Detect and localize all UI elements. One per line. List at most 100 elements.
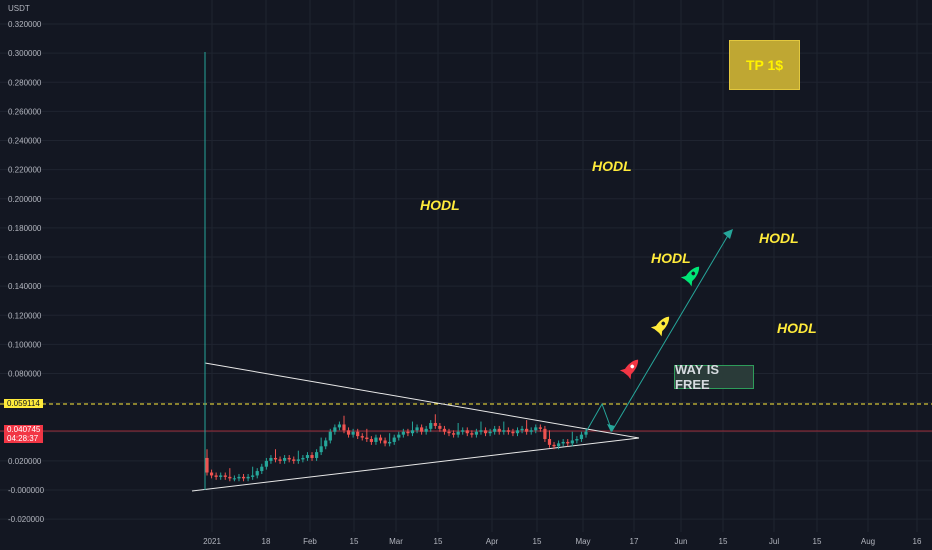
candle-body	[324, 440, 328, 447]
y-tick-label: 0.080000	[8, 370, 42, 379]
candle-body	[511, 431, 515, 434]
candle-body	[415, 427, 419, 431]
candle-body	[251, 475, 255, 477]
hodl-label-3[interactable]: HODL	[651, 250, 691, 266]
x-tick-label: May	[575, 537, 590, 546]
candle-body	[292, 459, 296, 461]
candle-body	[305, 455, 310, 458]
candle-body	[241, 476, 246, 479]
candle-body	[429, 423, 433, 429]
candle-body	[342, 424, 346, 431]
x-tick-label: 18	[262, 537, 271, 546]
y-tick-label: 0.220000	[8, 166, 42, 175]
candle-body	[461, 430, 465, 432]
x-tick-label: 15	[533, 537, 542, 546]
candle-body	[369, 439, 373, 442]
y-tick-label: 0.140000	[8, 282, 42, 291]
candle-body	[433, 423, 437, 426]
bar-countdown: 04:28:37	[7, 434, 39, 443]
candle-body	[328, 431, 332, 441]
candle-body	[520, 428, 524, 431]
y-tick-label: 0.020000	[8, 457, 42, 466]
candle-body	[346, 430, 351, 435]
x-tick-label: Aug	[861, 537, 875, 546]
candle-body	[424, 428, 428, 432]
candle-body	[552, 444, 556, 447]
hodl-label-2[interactable]: HODL	[592, 158, 632, 174]
candle-body	[360, 436, 364, 438]
projection-path	[585, 231, 731, 433]
x-tick-label: 15	[434, 537, 443, 546]
candle-body	[483, 430, 488, 434]
candle-body	[525, 428, 529, 432]
y-tick-label: 0.120000	[8, 311, 42, 320]
candle-body	[561, 441, 565, 444]
candle-body	[337, 424, 342, 428]
candle-body	[278, 459, 282, 461]
y-tick-label: 0.240000	[8, 137, 42, 146]
candle-body	[570, 440, 574, 444]
y-tick-label: -0.000000	[8, 486, 45, 495]
candle-body	[246, 476, 250, 479]
candle-body	[451, 433, 456, 435]
projection-arrowhead	[723, 229, 733, 239]
y-tick-label: 0.320000	[8, 20, 42, 29]
candle-body	[388, 441, 392, 444]
candle-body	[269, 457, 273, 461]
candle-body	[506, 430, 510, 432]
rocket-red-icon	[619, 359, 639, 380]
candle-body	[209, 472, 214, 476]
x-tick-label: Jun	[675, 537, 688, 546]
candle-body	[465, 430, 469, 434]
x-tick-label: 15	[813, 537, 822, 546]
tp-annotation-box[interactable]: TP 1$	[729, 40, 800, 90]
candle-body	[365, 437, 369, 440]
currency-unit-label: USDT	[8, 4, 30, 13]
candle-body	[438, 425, 442, 429]
candle-body	[214, 475, 218, 477]
candle-body	[579, 434, 584, 440]
candle-body	[310, 455, 314, 458]
y-tick-label: 0.160000	[8, 253, 42, 262]
hodl-label-5[interactable]: HODL	[777, 320, 817, 336]
candle-body	[383, 440, 387, 444]
way-is-free-box[interactable]: WAY IS FREE	[674, 362, 754, 392]
candle-body	[205, 457, 209, 473]
candle-body	[566, 441, 570, 444]
y-tick-label: 0.300000	[8, 49, 42, 58]
candle-body	[515, 430, 520, 434]
projection-arrowhead-small	[607, 424, 615, 432]
candle-body	[529, 430, 533, 432]
triangle-upper-trendline	[204, 362, 640, 439]
y-tick-label: 0.280000	[8, 78, 42, 87]
candle-body	[557, 443, 561, 447]
candle-body	[378, 437, 383, 441]
candle-body	[547, 439, 552, 445]
candle-body	[401, 431, 405, 435]
candle-body	[502, 430, 506, 432]
candle-body	[237, 476, 241, 479]
candle-body	[228, 476, 232, 479]
candle-body	[493, 428, 497, 432]
candle-body	[287, 457, 291, 460]
triangle-lower-trendline	[191, 437, 640, 492]
x-tick-label: 15	[719, 537, 728, 546]
candle-body	[474, 431, 479, 435]
candle-body	[296, 459, 300, 461]
x-tick-label: 16	[913, 537, 922, 546]
hodl-label-4[interactable]: HODL	[759, 230, 799, 246]
y-tick-label: 0.180000	[8, 224, 42, 233]
candle-body	[351, 431, 355, 435]
x-axis: 2021 18 Feb 15 Mar 15 Apr 15 May 17 Jun 15 Jul 15 Aug 1…	[203, 537, 922, 546]
rocket-green-icon	[680, 266, 700, 287]
candle-body	[447, 431, 451, 434]
hodl-label-1[interactable]: HODL	[420, 197, 460, 213]
candle-body	[319, 446, 323, 453]
candle-body	[273, 457, 278, 460]
candle-body	[264, 460, 268, 467]
last-price-tag: 0.040745 04:28:37	[4, 425, 44, 443]
price-line-tag: 0.059114	[4, 399, 43, 408]
x-tick-label: Feb	[303, 537, 317, 546]
candle-body	[538, 427, 542, 429]
chart-grid	[0, 0, 932, 532]
